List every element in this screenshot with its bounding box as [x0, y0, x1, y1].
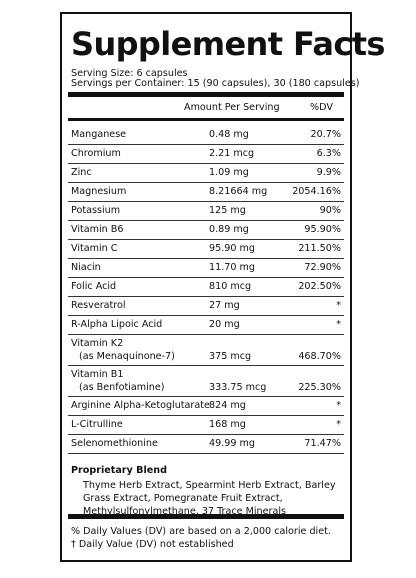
- nutrient-amount: 49.99 mg: [209, 438, 255, 449]
- nutrient-name: L-Citrulline: [71, 419, 123, 430]
- nutrient-dv: 20.7%: [310, 129, 341, 140]
- nutrient-amount: 0.89 mg: [209, 224, 249, 235]
- supplement-facts-label: Supplement Facts Serving Size: 6 capsule…: [60, 12, 385, 562]
- nutrient-name: Arginine Alpha-Ketoglutarate: [71, 400, 210, 411]
- nutrient-amount: 125 mg: [209, 205, 246, 216]
- nutrient-dv: 72.90%: [304, 262, 341, 273]
- nutrient-name: Potassium: [71, 205, 121, 216]
- amount-column-header: Amount Per Serving: [184, 102, 280, 113]
- nutrient-dv: 90%: [319, 205, 341, 216]
- nutrient-dv: 225.30%: [298, 382, 341, 393]
- serving-size: Serving Size: 6 capsules: [71, 68, 188, 79]
- label-title: Supplement Facts: [71, 25, 385, 63]
- nutrient-name: Vitamin B6: [71, 224, 124, 235]
- nutrient-dv: 2054.16%: [292, 186, 341, 197]
- nutrient-amount: 95.90 mg: [209, 243, 255, 254]
- nutrient-name: R-Alpha Lipoic Acid: [71, 319, 163, 330]
- servings-per-container: Servings per Container: 15 (90 capsules)…: [71, 78, 360, 89]
- nutrient-amount: 0.48 mg: [209, 129, 249, 140]
- row-divider: [68, 396, 344, 397]
- nutrient-name: Vitamin C: [71, 243, 118, 254]
- nutrient-amount: 333.75 mcg: [209, 382, 267, 393]
- nutrient-dv: *: [336, 300, 341, 311]
- nutrient-dv: *: [336, 419, 341, 430]
- nutrient-name: Folic Acid: [71, 281, 117, 292]
- nutrient-amount: 11.70 mg: [209, 262, 255, 273]
- nutrient-name: Resveratrol: [71, 300, 126, 311]
- nutrient-amount: 1.09 mg: [209, 167, 249, 178]
- nutrient-name: Selenomethionine: [71, 438, 158, 449]
- dv-column-header: %DV: [310, 102, 333, 113]
- nutrient-amount: 810 mcg: [209, 281, 252, 292]
- row-divider: [68, 239, 344, 240]
- nutrient-amount: 20 mg: [209, 319, 240, 330]
- nutrient-amount: 375 mcg: [209, 351, 252, 362]
- nutrient-name: Magnesium: [71, 186, 127, 197]
- row-divider: [68, 220, 344, 221]
- nutrient-name: Manganese: [71, 129, 127, 140]
- row-divider: [68, 434, 344, 435]
- nutrient-amount: 2.21 mcg: [209, 148, 255, 159]
- row-divider: [68, 415, 344, 416]
- row-divider: [68, 296, 344, 297]
- nutrient-name: Niacin: [71, 262, 101, 273]
- nutrient-amount: 168 mg: [209, 419, 246, 430]
- nutrient-name: Vitamin B1: [71, 369, 124, 380]
- nutrient-amount: 27 mg: [209, 300, 240, 311]
- nutrient-dv: *: [336, 400, 341, 411]
- nutrient-name: Vitamin K2: [71, 338, 124, 349]
- nutrient-dv: 468.70%: [298, 351, 341, 362]
- row-divider: [68, 453, 344, 454]
- nutrient-name: Chromium: [71, 148, 121, 159]
- row-divider: [68, 277, 344, 278]
- nutrient-dv: 9.9%: [316, 167, 341, 178]
- thick-divider-bottom: [68, 514, 344, 519]
- row-divider: [68, 163, 344, 164]
- nutrient-amount: 8.21664 mg: [209, 186, 268, 197]
- nutrient-dv: *: [336, 319, 341, 330]
- row-divider: [68, 201, 344, 202]
- thick-divider-top: [68, 92, 344, 97]
- nutrient-dv: 211.50%: [298, 243, 341, 254]
- row-divider: [68, 144, 344, 145]
- blend-ingredients: Thyme Herb Extract, Spearmint Herb Extra…: [83, 480, 336, 517]
- row-divider: [68, 334, 344, 335]
- row-divider: [68, 182, 344, 183]
- footnote-dv: % Daily Values (DV) are based on a 2,000…: [71, 526, 331, 537]
- thick-divider-header: [68, 118, 344, 121]
- footnote-not-established: † Daily Value (DV) not established: [71, 539, 234, 550]
- nutrient-dv: 202.50%: [298, 281, 341, 292]
- row-divider: [68, 365, 344, 366]
- row-divider: [68, 258, 344, 259]
- nutrient-dv: 95.90%: [304, 224, 341, 235]
- nutrient-dv: 6.3%: [316, 148, 341, 159]
- nutrient-subname: (as Benfotiamine): [79, 382, 165, 393]
- blend-title: Proprietary Blend: [71, 465, 167, 476]
- nutrient-name: Zinc: [71, 167, 92, 178]
- nutrient-dv: 71.47%: [304, 438, 341, 449]
- row-divider: [68, 315, 344, 316]
- nutrient-amount: 824 mg: [209, 400, 246, 411]
- nutrient-subname: (as Menaquinone-7): [79, 351, 175, 362]
